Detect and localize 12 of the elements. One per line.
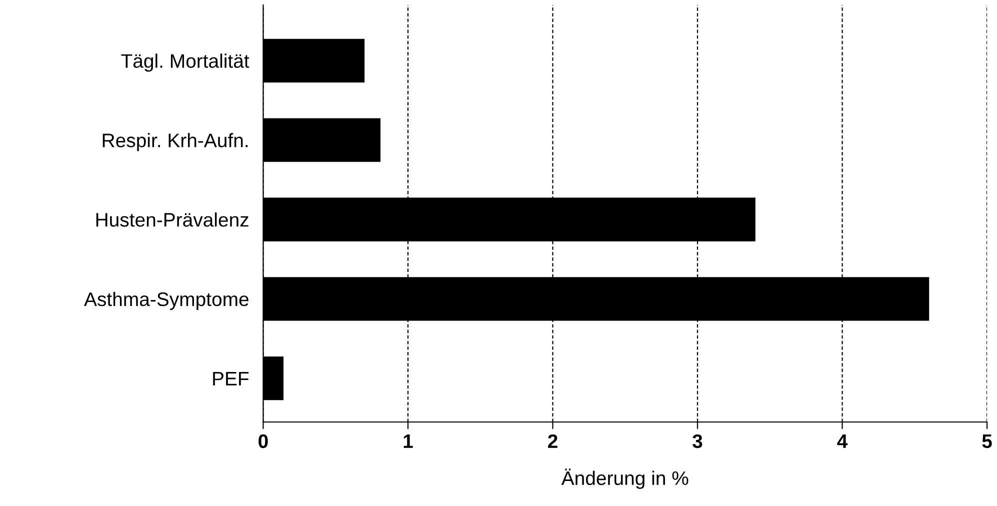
- y-tick-label: Husten-Prävalenz: [96, 212, 248, 227]
- x-tick-label: 1: [404, 434, 413, 448]
- x-tick-label: 2: [548, 434, 558, 448]
- x-tick-label: 4: [837, 434, 848, 448]
- x-tick-label: 3: [692, 434, 702, 448]
- x-axis-title: Änderung in %: [561, 468, 688, 489]
- y-tick-label: Respir. Krh-Aufn.: [102, 133, 248, 152]
- y-tick-label: PEF: [213, 372, 249, 386]
- y-tick-label: Tägl. Mortalität: [121, 54, 250, 72]
- x-tick-label: 0: [258, 434, 268, 448]
- y-tick-label: Asthma-Symptome: [84, 292, 248, 310]
- x-tick-label: 5: [982, 434, 992, 448]
